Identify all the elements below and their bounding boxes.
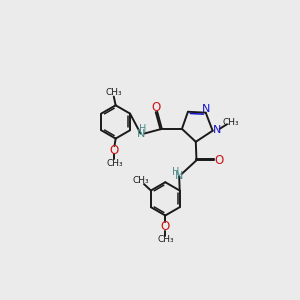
Text: O: O [152, 100, 161, 114]
Text: O: O [110, 144, 118, 157]
Text: CH₃: CH₃ [223, 118, 239, 127]
Text: CH₃: CH₃ [133, 176, 149, 184]
Text: N: N [213, 125, 221, 135]
Text: H: H [172, 167, 180, 177]
Text: O: O [161, 220, 170, 233]
Text: CH₃: CH₃ [158, 235, 174, 244]
Text: CH₃: CH₃ [106, 159, 123, 168]
Text: CH₃: CH₃ [105, 88, 122, 97]
Text: H: H [139, 124, 146, 134]
Text: N: N [175, 171, 183, 181]
Text: N: N [202, 103, 210, 113]
Text: N: N [136, 129, 145, 139]
Text: O: O [214, 154, 224, 167]
